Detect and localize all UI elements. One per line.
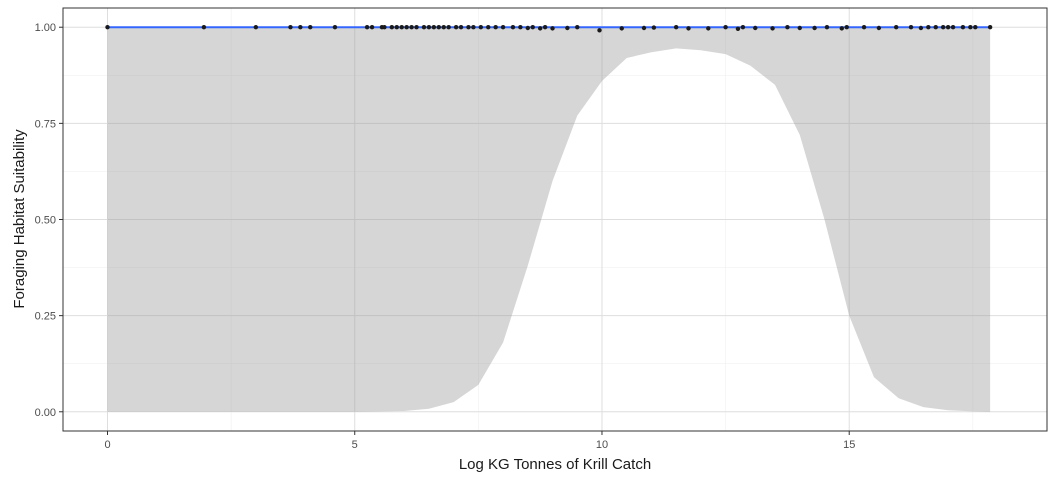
data-point	[575, 25, 580, 30]
data-point	[740, 25, 746, 30]
data-point	[973, 25, 978, 30]
data-point	[918, 25, 924, 31]
data-point	[550, 26, 555, 31]
y-tick-label: 0.75	[35, 118, 56, 130]
data-point	[288, 25, 293, 30]
data-point	[844, 25, 849, 30]
data-point	[812, 25, 817, 31]
data-point	[453, 25, 459, 30]
data-point	[933, 25, 938, 30]
data-point	[298, 25, 303, 30]
data-point	[950, 25, 956, 30]
data-point	[426, 25, 432, 30]
data-point	[414, 25, 419, 30]
data-point	[436, 25, 441, 30]
data-point	[478, 25, 484, 30]
data-point	[597, 28, 602, 33]
data-point	[369, 25, 375, 30]
data-point	[876, 25, 882, 31]
y-tick-label: 0.00	[35, 407, 56, 419]
data-point	[537, 26, 543, 31]
y-axis-ticks: 0.00 0.25 0.50 0.75 1.00	[35, 22, 63, 419]
data-point	[201, 25, 207, 30]
data-point	[785, 25, 790, 30]
data-point	[706, 26, 711, 31]
data-point	[945, 25, 951, 30]
data-point	[542, 25, 548, 30]
data-point	[641, 25, 647, 31]
data-point	[332, 25, 338, 30]
data-point	[770, 26, 775, 31]
data-point	[458, 25, 464, 30]
data-point	[364, 25, 370, 30]
data-point	[500, 25, 506, 30]
data-point	[518, 25, 523, 30]
data-point	[968, 25, 973, 30]
data-point	[382, 25, 387, 30]
data-point	[105, 25, 110, 30]
data-point	[446, 25, 451, 30]
data-point	[394, 25, 399, 30]
x-axis-title: Log KG Tonnes of Krill Catch	[459, 456, 651, 473]
data-point	[486, 25, 491, 30]
data-point	[797, 25, 802, 31]
data-points-layer	[105, 25, 993, 33]
data-point	[960, 25, 966, 30]
data-point	[686, 26, 691, 31]
data-point	[493, 25, 498, 30]
data-point	[441, 25, 446, 30]
data-point	[253, 25, 259, 30]
data-point	[389, 25, 395, 30]
data-point	[940, 25, 946, 30]
data-point	[651, 25, 657, 30]
data-point	[404, 25, 409, 30]
y-tick-label: 0.25	[35, 311, 56, 323]
y-tick-label: 0.50	[35, 215, 56, 227]
confidence-ribbon-layer	[107, 27, 991, 412]
data-point	[530, 25, 535, 30]
data-point	[824, 25, 830, 30]
data-point	[839, 26, 844, 31]
x-tick-label: 10	[596, 439, 608, 451]
y-tick-label: 1.00	[35, 22, 56, 34]
data-point	[409, 25, 414, 30]
data-point	[399, 25, 404, 30]
data-point	[431, 25, 437, 30]
data-point	[421, 25, 427, 30]
x-tick-label: 0	[104, 439, 110, 451]
data-point	[308, 25, 313, 30]
x-axis-ticks: 0 5 10 15	[104, 431, 855, 451]
data-point	[471, 25, 476, 30]
x-tick-label: 5	[352, 439, 358, 451]
data-point	[893, 25, 899, 30]
data-point	[753, 25, 758, 31]
data-point	[525, 25, 530, 31]
data-point	[908, 25, 914, 30]
data-point	[861, 25, 867, 30]
data-point	[723, 25, 728, 30]
x-tick-label: 15	[843, 439, 855, 451]
data-point	[510, 25, 516, 30]
data-point	[987, 25, 993, 30]
minor-gridlines	[63, 8, 1047, 431]
data-point	[565, 25, 570, 31]
data-point	[735, 26, 741, 31]
data-point	[466, 25, 471, 30]
confidence-ribbon	[107, 27, 991, 412]
y-axis-title: Foraging Habitat Suitability	[11, 129, 28, 309]
data-point	[926, 25, 931, 30]
data-point	[619, 26, 624, 31]
data-point	[673, 25, 679, 30]
